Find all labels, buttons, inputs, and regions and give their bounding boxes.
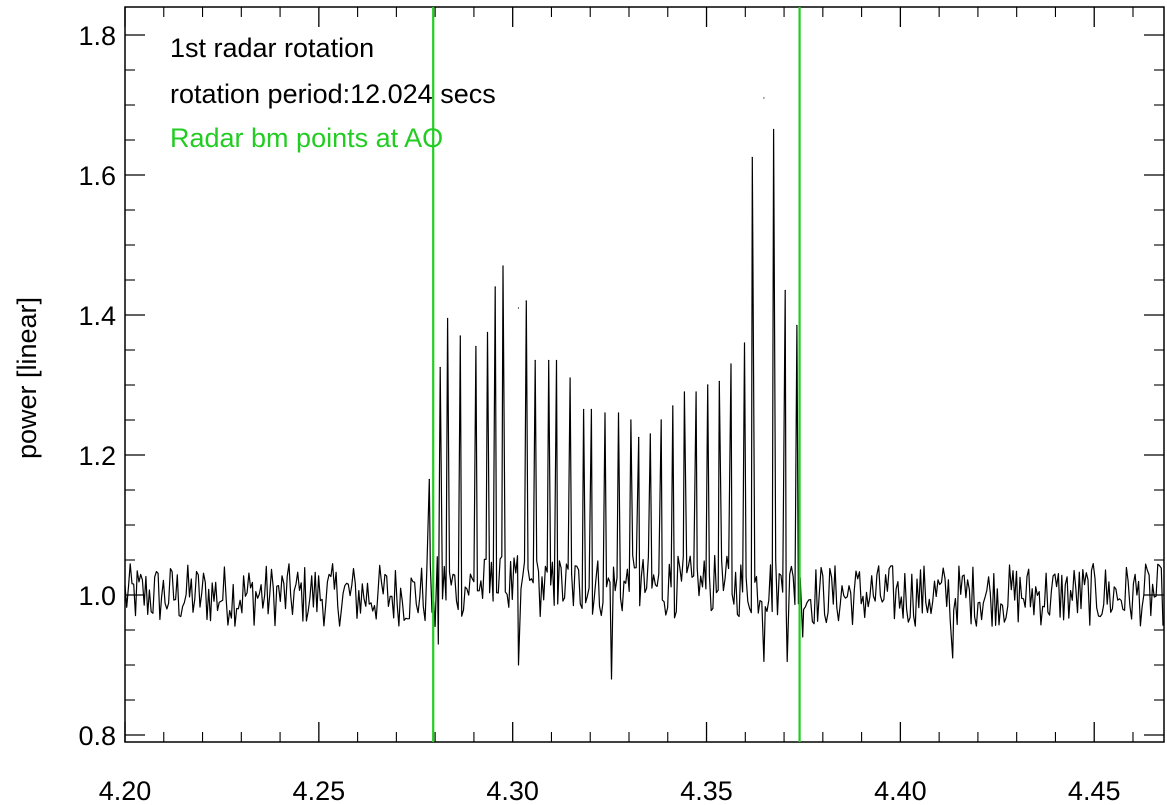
series-layer — [124, 97, 1164, 680]
peak-point — [617, 412, 620, 414]
peak-point — [772, 128, 775, 131]
peak-point — [718, 380, 720, 383]
axis-ticks — [124, 7, 1164, 742]
peak-point — [502, 265, 504, 267]
peak-point — [707, 384, 709, 386]
peak-point — [583, 408, 585, 411]
peak-point — [743, 342, 746, 344]
peak-point — [525, 300, 527, 302]
tick-labels: 4.20 4.25 4.30 4.35 4.40 4.45 0.8 1.0 1.2 1.4 1.6 1… — [78, 21, 1120, 805]
x-tick-label: 4.40 — [874, 776, 927, 805]
x-tick-label: 4.45 — [1068, 776, 1121, 805]
power-series-line — [124, 128, 1164, 680]
peak-point — [730, 363, 732, 365]
y-tick-label: 1.6 — [78, 161, 116, 191]
peak-point — [590, 408, 592, 411]
peak-point — [649, 433, 651, 435]
annotation-rotation: 1st radar rotation — [170, 33, 374, 63]
peak-point — [763, 97, 765, 99]
peak-point — [660, 419, 662, 421]
peak-point — [672, 405, 674, 407]
x-tick-label: 4.30 — [486, 776, 539, 805]
peak-point — [548, 359, 550, 362]
annotation-radar-beam: Radar bm points at AO — [170, 123, 443, 153]
x-tick-label: 4.35 — [680, 776, 733, 805]
peak-point — [796, 324, 798, 327]
peak-point — [683, 391, 686, 393]
y-tick-label: 1.0 — [78, 581, 116, 611]
peak-point — [638, 436, 640, 439]
x-tick-label: 4.20 — [99, 776, 152, 805]
peak-point — [486, 331, 489, 334]
y-tick-label: 1.8 — [78, 21, 116, 51]
peak-point — [555, 359, 558, 362]
annotation-period: rotation period:12.024 secs — [170, 79, 496, 109]
peak-point — [630, 419, 632, 421]
peak-point — [446, 317, 449, 320]
peak-point — [459, 335, 461, 337]
peak-point — [517, 307, 520, 309]
peak-point — [475, 345, 477, 348]
peak-point — [439, 366, 441, 369]
plot-frame — [124, 6, 1165, 743]
peak-point — [784, 289, 786, 292]
peak-point — [494, 286, 496, 288]
peak-point — [751, 156, 753, 159]
peak-point — [428, 478, 430, 481]
y-tick-label: 1.4 — [78, 301, 116, 331]
vertical-markers — [432, 7, 801, 742]
peak-point — [569, 377, 571, 379]
x-tick-label: 4.25 — [293, 776, 346, 805]
plot-border — [124, 6, 1165, 743]
y-tick-label: 1.2 — [78, 441, 116, 471]
y-tick-label: 0.8 — [78, 721, 116, 751]
peak-point — [695, 391, 697, 393]
peak-point — [604, 412, 606, 414]
peak-point — [534, 359, 536, 362]
y-axis-label: power [linear] — [12, 297, 42, 459]
